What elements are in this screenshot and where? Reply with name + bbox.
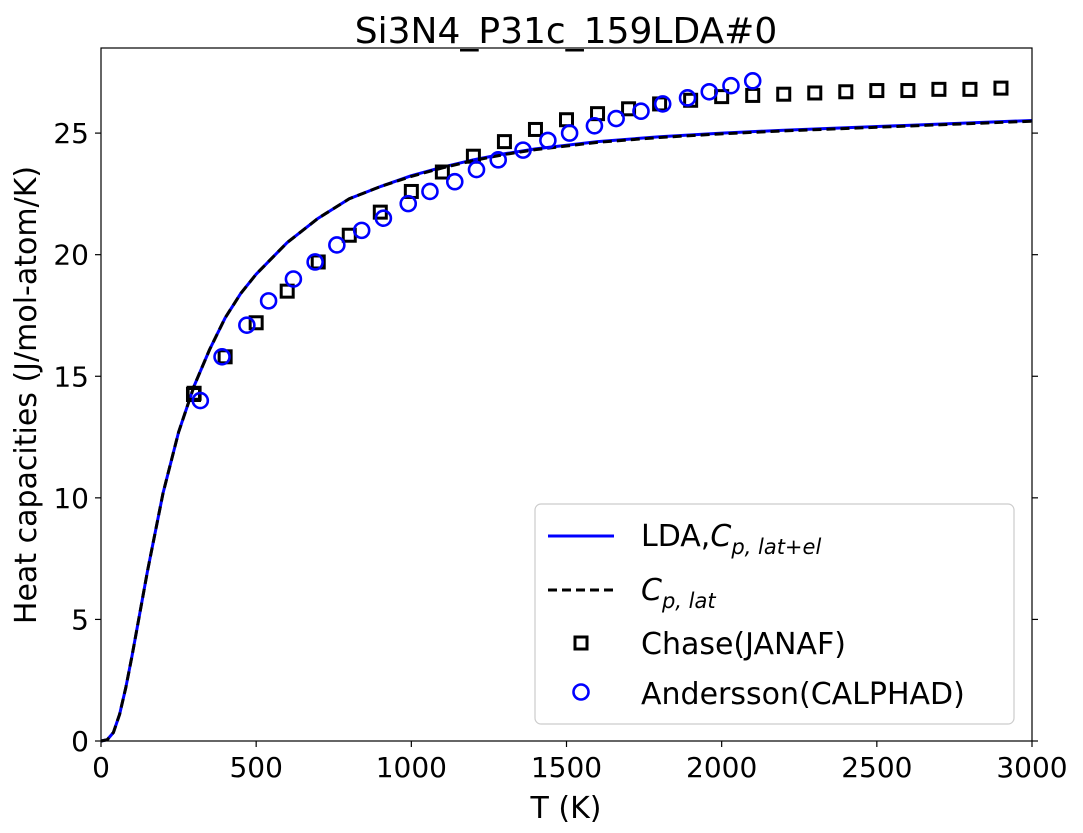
plot-area <box>100 72 1033 743</box>
marker-andersson-14 <box>514 141 532 159</box>
legend: LDA,Cp, lat+el Cp, lat Chase(JANAF) Ande… <box>534 503 1015 725</box>
axes: 0 500 1000 1500 2000 2500 3000 0 5 10 15 20 25 <box>53 47 1068 784</box>
x-tick-label-3: 1500 <box>531 751 602 784</box>
marker-andersson-4 <box>284 270 303 288</box>
marker-andersson-8 <box>374 209 393 228</box>
marker-andersson-11 <box>445 172 464 191</box>
legend-label-lda: LDA,Cp, lat+el <box>641 519 821 559</box>
marker-andersson-19 <box>632 102 650 121</box>
marker-andersson-1 <box>213 348 231 366</box>
marker-andersson-23 <box>722 76 740 95</box>
marker-andersson-22 <box>700 82 719 101</box>
marker-chase-11 <box>496 134 512 150</box>
marker-andersson-10 <box>421 182 439 201</box>
legend-label-cplat: Cp, lat <box>641 573 716 613</box>
marker-chase-20 <box>776 86 792 102</box>
x-tick-label-6: 3000 <box>996 751 1067 784</box>
legend-label-andersson: Andersson(CALPHAD) <box>641 677 965 712</box>
marker-chase-22 <box>838 84 854 100</box>
marker-andersson-16 <box>560 124 579 142</box>
y-tick-label-3: 15 <box>53 360 89 393</box>
marker-andersson-0 <box>191 391 210 410</box>
marker-andersson-12 <box>467 160 486 179</box>
y-tick-label-5: 25 <box>53 117 89 150</box>
legend-box <box>534 503 1015 725</box>
marker-andersson-7 <box>352 221 371 240</box>
marker-andersson-17 <box>585 117 604 135</box>
marker-chase-17 <box>683 92 699 108</box>
marker-andersson-18 <box>607 109 625 128</box>
marker-chase-24 <box>900 83 916 99</box>
y-tick-label-0: 0 <box>71 725 89 758</box>
x-tick-label-4: 2000 <box>686 751 757 784</box>
marker-andersson-13 <box>489 151 508 169</box>
x-tick-label-0: 0 <box>92 751 110 784</box>
marker-andersson-5 <box>306 253 324 271</box>
legend-label-cplat-sub: p, lat <box>661 589 716 613</box>
x-tick-label-2: 1000 <box>376 751 447 784</box>
chart-title: Si3N4_P31c_159LDA#0 <box>355 11 777 52</box>
marker-chase-21 <box>807 85 823 101</box>
legend-label-chase: Chase(JANAF) <box>641 627 846 662</box>
marker-chase-19 <box>745 87 761 103</box>
marker-andersson-24 <box>743 72 762 90</box>
marker-chase-3 <box>248 315 264 331</box>
marker-chase-23 <box>869 83 885 99</box>
x-tick-label-1: 500 <box>229 751 282 784</box>
legend-label-cplat-math: C <box>641 573 662 608</box>
x-tick-label-5: 2500 <box>841 751 912 784</box>
legend-marker-chase <box>573 635 589 651</box>
marker-andersson-3 <box>259 292 278 310</box>
y-axis-label: Heat capacities (J/mol-atom/K) <box>9 166 44 624</box>
marker-andersson-21 <box>678 89 697 107</box>
y-tick-label-1: 5 <box>71 603 89 636</box>
legend-label-lda-prefix: LDA, <box>641 519 710 554</box>
marker-andersson-15 <box>539 131 557 150</box>
y-tick-label-4: 20 <box>53 239 89 272</box>
legend-label-lda-sub: p, lat+el <box>730 535 821 559</box>
marker-andersson-6 <box>328 236 346 254</box>
marker-andersson-20 <box>653 95 672 113</box>
marker-andersson-9 <box>399 194 418 213</box>
legend-marker-andersson <box>572 683 590 701</box>
marker-chase-27 <box>993 80 1009 96</box>
legend-label-lda-math: C <box>710 519 731 554</box>
series-line-1 <box>100 119 1033 743</box>
x-axis-label: T (K) <box>530 791 602 826</box>
marker-chase-25 <box>931 81 947 97</box>
y-tick-label-2: 10 <box>53 482 89 515</box>
marker-chase-12 <box>527 121 543 137</box>
marker-chase-9 <box>434 164 450 180</box>
marker-andersson-2 <box>238 316 256 335</box>
marker-chase-13 <box>559 112 574 128</box>
marker-chase-26 <box>962 81 978 97</box>
